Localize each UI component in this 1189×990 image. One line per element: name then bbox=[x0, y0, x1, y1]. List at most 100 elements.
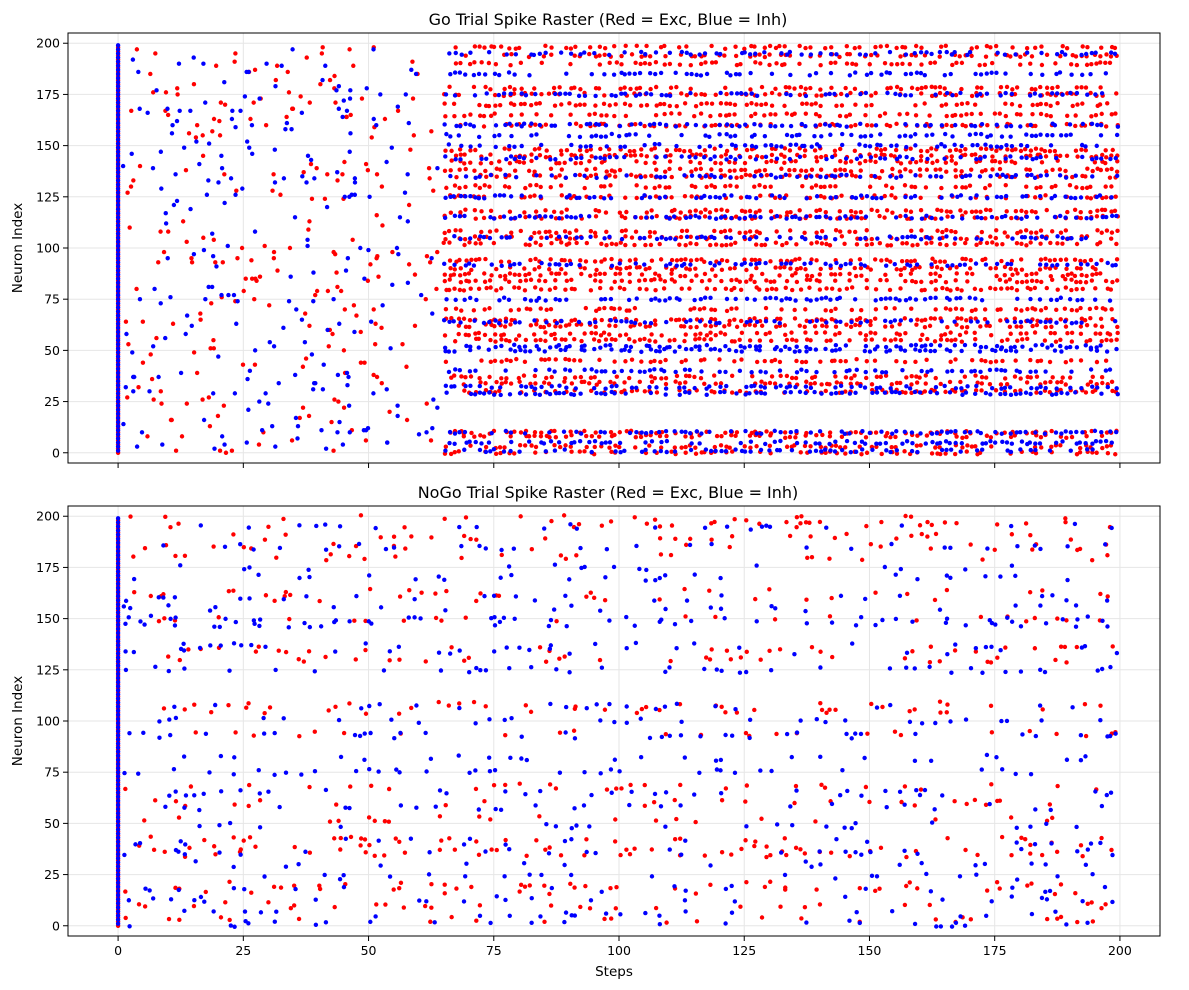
go-spike-point bbox=[462, 242, 467, 248]
go-spike-point bbox=[992, 158, 998, 164]
go-spike-point bbox=[1107, 60, 1113, 65]
go-spike-point bbox=[999, 386, 1004, 391]
go-spike-point bbox=[888, 153, 894, 158]
go-spike-point bbox=[1013, 391, 1019, 397]
go-spike-point bbox=[216, 354, 221, 359]
go-spike-point bbox=[200, 153, 206, 159]
go-spike-point bbox=[804, 430, 809, 436]
go-spike-point bbox=[1003, 113, 1009, 119]
go-spike-point bbox=[948, 288, 953, 293]
go-spike-point bbox=[469, 267, 474, 273]
go-spike-point bbox=[924, 357, 929, 362]
go-spike-point bbox=[723, 286, 729, 291]
go-spike-point bbox=[435, 405, 440, 410]
go-spike-point bbox=[729, 306, 734, 311]
go-spike-point bbox=[289, 127, 294, 132]
go-spike-point bbox=[993, 235, 999, 241]
go-spike-point bbox=[309, 352, 315, 357]
go-spike-point bbox=[969, 357, 975, 363]
go-spike-point bbox=[614, 374, 620, 379]
go-spike-point bbox=[945, 325, 950, 330]
go-spike-point bbox=[597, 62, 603, 67]
go-spike-point bbox=[115, 63, 121, 68]
go-spike-point bbox=[259, 428, 265, 433]
go-spike-point bbox=[837, 216, 843, 221]
go-spike-point bbox=[733, 157, 738, 162]
go-spike-point bbox=[452, 267, 457, 272]
go-spike-point bbox=[1059, 379, 1064, 385]
go-spike-point bbox=[518, 278, 523, 284]
go-spike-point bbox=[648, 92, 654, 97]
go-spike-point bbox=[754, 444, 759, 449]
go-spike-point bbox=[958, 90, 963, 96]
go-spike-point bbox=[702, 295, 708, 300]
go-spike-point bbox=[348, 112, 353, 118]
go-spike-point bbox=[362, 276, 367, 281]
go-spike-point bbox=[1013, 208, 1019, 214]
go-spike-point bbox=[632, 320, 638, 326]
go-spike-point bbox=[823, 234, 828, 240]
go-spike-point bbox=[652, 449, 657, 454]
go-spike-point bbox=[508, 448, 513, 454]
go-spike-point bbox=[942, 332, 948, 337]
go-spike-point bbox=[443, 92, 449, 97]
go-spike-point bbox=[697, 160, 703, 166]
go-spike-point bbox=[694, 241, 699, 247]
go-spike-point bbox=[689, 183, 695, 189]
go-spike-point bbox=[609, 131, 614, 137]
go-spike-point bbox=[854, 367, 859, 373]
go-spike-point bbox=[689, 435, 694, 440]
go-spike-point bbox=[443, 306, 449, 312]
go-spike-point bbox=[536, 265, 542, 270]
go-spike-point bbox=[803, 390, 808, 396]
go-spike-point bbox=[191, 350, 197, 355]
go-spike-point bbox=[1014, 279, 1020, 285]
go-spike-point bbox=[974, 45, 980, 50]
go-spike-point bbox=[1069, 287, 1074, 293]
go-spike-point bbox=[304, 55, 309, 60]
go-spike-point bbox=[833, 390, 839, 396]
go-spike-point bbox=[904, 241, 909, 246]
go-spike-point bbox=[115, 256, 121, 261]
go-spike-point bbox=[862, 263, 867, 268]
go-spike-point bbox=[792, 349, 798, 354]
go-spike-point bbox=[538, 194, 543, 199]
go-spike-point bbox=[602, 305, 607, 311]
go-spike-point bbox=[584, 148, 590, 154]
go-spike-point bbox=[878, 143, 883, 148]
go-spike-point bbox=[844, 322, 849, 327]
go-spike-point bbox=[1094, 214, 1100, 219]
go-spike-point bbox=[1002, 52, 1008, 57]
go-spike-point bbox=[1069, 330, 1075, 336]
go-spike-point bbox=[972, 330, 977, 336]
go-spike-point bbox=[787, 167, 792, 173]
go-spike-point bbox=[137, 296, 143, 302]
go-spike-point bbox=[234, 321, 239, 326]
go-spike-point bbox=[115, 391, 121, 396]
go-spike-point bbox=[692, 306, 697, 311]
go-spike-point bbox=[638, 174, 644, 180]
go-spike-point bbox=[998, 318, 1003, 323]
go-spike-point bbox=[679, 429, 684, 434]
go-spike-point bbox=[302, 311, 308, 316]
go-spike-point bbox=[664, 433, 669, 439]
go-spike-point bbox=[1023, 209, 1029, 215]
go-spike-point bbox=[688, 234, 693, 239]
go-spike-point bbox=[817, 272, 822, 277]
go-spike-point bbox=[962, 262, 968, 267]
go-spike-point bbox=[729, 193, 734, 198]
go-spike-point bbox=[873, 331, 878, 336]
go-spike-point bbox=[873, 153, 878, 159]
go-spike-point bbox=[305, 153, 311, 159]
go-spike-point bbox=[163, 335, 168, 341]
go-spike-point bbox=[818, 103, 823, 109]
go-spike-point bbox=[577, 147, 583, 153]
go-spike-point bbox=[1008, 154, 1013, 159]
go-spike-point bbox=[608, 429, 614, 435]
go-spike-point bbox=[759, 323, 765, 328]
go-spike-point bbox=[568, 157, 573, 162]
go-spike-point bbox=[769, 146, 775, 151]
go-spike-point bbox=[532, 373, 538, 379]
go-spike-point bbox=[424, 430, 429, 435]
go-spike-point bbox=[492, 332, 498, 337]
